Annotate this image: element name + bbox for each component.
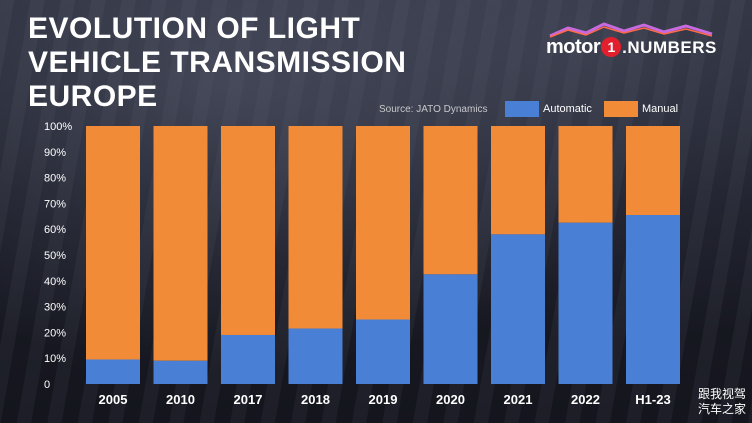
title-line-2: VEHICLE TRANSMISSION [28,46,407,79]
y-tick-label: 70% [44,198,66,210]
bar-automatic-2020 [423,274,478,384]
bar-automatic-2018 [288,328,343,384]
watermark-line-2: 汽车之家 [697,402,746,416]
bar-manual-2022 [558,126,613,223]
x-tick-label: 2020 [436,392,465,407]
bar-automatic-2022 [558,222,613,384]
bar-automatic-2010 [153,360,208,384]
watermark-line-1: 跟我视驾 [697,387,746,401]
legend-swatch-manual [604,101,638,117]
legend-swatch-automatic [505,101,539,117]
title-line-1: EVOLUTION OF LIGHT [28,12,361,45]
title-line-3: EUROPE [28,80,158,113]
y-tick-label: 90% [44,147,66,159]
mountain-graph-icon [549,22,713,38]
bar-automatic-H1-23 [626,215,680,384]
y-tick-label: 100% [44,121,72,133]
y-tick-label: 60% [44,224,66,236]
chart-title: EVOLUTION OF LIGHT VEHICLE TRANSMISSION … [28,12,406,114]
bar-manual-2018 [288,126,343,329]
y-tick-label: 10% [44,353,66,365]
bar-automatic-2017 [221,334,275,384]
x-tick-label: H1-23 [635,392,670,407]
y-tick-label: 0 [44,379,50,391]
x-tick-label: 2022 [571,392,600,407]
logo-text: motor 1 .NUMBERS [546,36,717,58]
watermark: 跟我视驾 汽车之家 [698,387,746,417]
y-tick-label: 80% [44,173,66,185]
y-tick-label: 40% [44,276,66,288]
x-tick-label: 2021 [504,392,533,407]
logo-suffix: NUMBERS [627,38,717,57]
source-note: Source: JATO Dynamics [379,104,488,115]
legend-label-manual: Manual [642,103,679,115]
y-tick-label: 30% [44,302,66,314]
bar-manual-2019 [356,126,410,320]
bar-manual-2017 [221,126,275,335]
x-tick-label: 2005 [99,392,128,407]
legend-label-automatic: Automatic [543,103,592,115]
y-tick-label: 20% [44,327,66,339]
bar-automatic-2021 [491,234,545,384]
bar-manual-2010 [153,126,208,361]
y-tick-label: 50% [44,250,66,262]
bar-automatic-2019 [356,319,410,384]
bar-automatic-2005 [86,359,140,384]
x-tick-label: 2019 [369,392,398,407]
x-tick-label: 2017 [234,392,263,407]
bar-manual-H1-23 [626,126,680,216]
bar-manual-2021 [491,126,545,235]
bar-manual-2020 [423,126,478,275]
x-tick-label: 2018 [301,392,330,407]
logo-brand: motor [546,36,601,58]
x-tick-label: 2010 [166,392,195,407]
logo-number-badge: 1 [601,37,622,57]
motor1-numbers-logo: motor 1 .NUMBERS [546,22,716,62]
bar-manual-2005 [86,126,140,360]
